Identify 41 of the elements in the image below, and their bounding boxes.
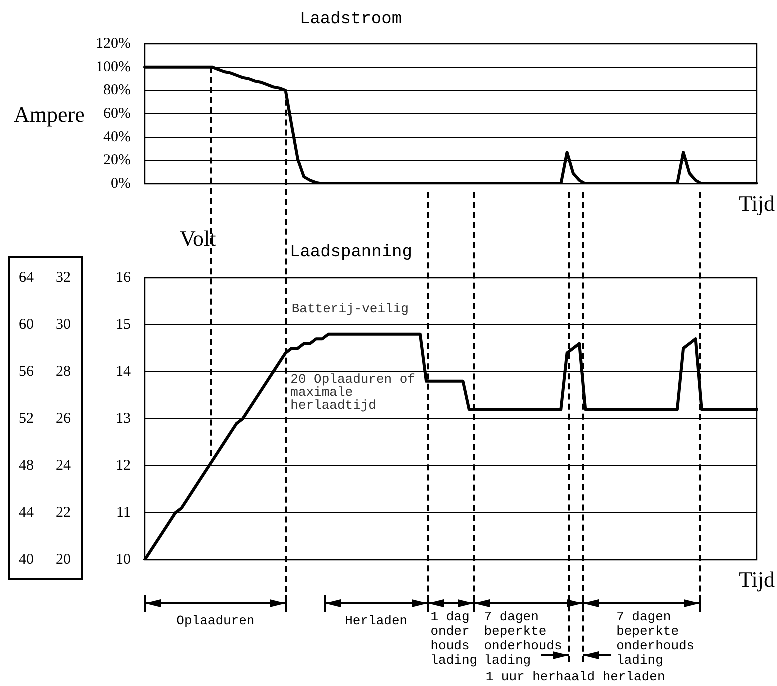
y-axis-title: Volt [180, 226, 216, 251]
y2-tick-label: 56 [19, 364, 34, 380]
annotation: 20 Oplaaduren of maximale herlaadtijd [290, 372, 416, 413]
y-tick-label: 0% [111, 176, 131, 192]
y-tick-label: 15 [116, 316, 131, 333]
y2-tick-label: 60 [19, 316, 34, 333]
y3-tick-label: 28 [56, 364, 71, 380]
x-axis-title: Tijd [739, 566, 775, 592]
y2-tick-label: 48 [19, 458, 34, 474]
y2-tick-label: 64 [19, 270, 34, 286]
y3-tick-label: 24 [56, 458, 72, 474]
y-tick-label: 20% [104, 152, 131, 169]
y-tick-label: 120% [96, 36, 131, 52]
text: 1 dag onder houds lading [430, 609, 478, 668]
y2-tick-label: 52 [19, 410, 34, 427]
y-tick-label: 80% [104, 82, 131, 99]
y2-tick-label: 44 [19, 504, 34, 521]
y-tick-label: 60% [104, 106, 131, 122]
y-tick-label: 100% [96, 59, 131, 76]
chart-title: Laadstroom [300, 10, 402, 30]
text: Herladen [345, 613, 408, 628]
y-tick-label: 10 [116, 552, 131, 568]
y3-tick-label: 32 [56, 270, 71, 286]
y2-tick-label: 40 [19, 552, 34, 568]
y3-tick-label: 20 [56, 552, 71, 568]
y-tick-label: 12 [116, 458, 131, 474]
chart-title: Laadspanning [290, 244, 412, 262]
y-tick-label: 11 [116, 504, 131, 521]
annotation: Batterij-veilig [292, 301, 409, 316]
y3-tick-label: 26 [56, 410, 72, 427]
text: Oplaaduren [176, 613, 255, 628]
y-tick-label: 13 [116, 410, 131, 427]
text: 1 uur herhaald herladen [486, 669, 666, 684]
y-axis-title: Ampere [14, 102, 85, 127]
y-tick-label: 14 [116, 364, 132, 380]
text: 7 dagen beperkte onderhouds lading [616, 609, 695, 668]
y3-tick-label: 22 [56, 504, 71, 521]
y3-tick-label: 30 [56, 316, 71, 333]
text: 7 dagen beperkte onderhouds lading [484, 609, 562, 668]
y-tick-label: 40% [104, 129, 131, 146]
y-tick-label: 16 [116, 270, 132, 286]
